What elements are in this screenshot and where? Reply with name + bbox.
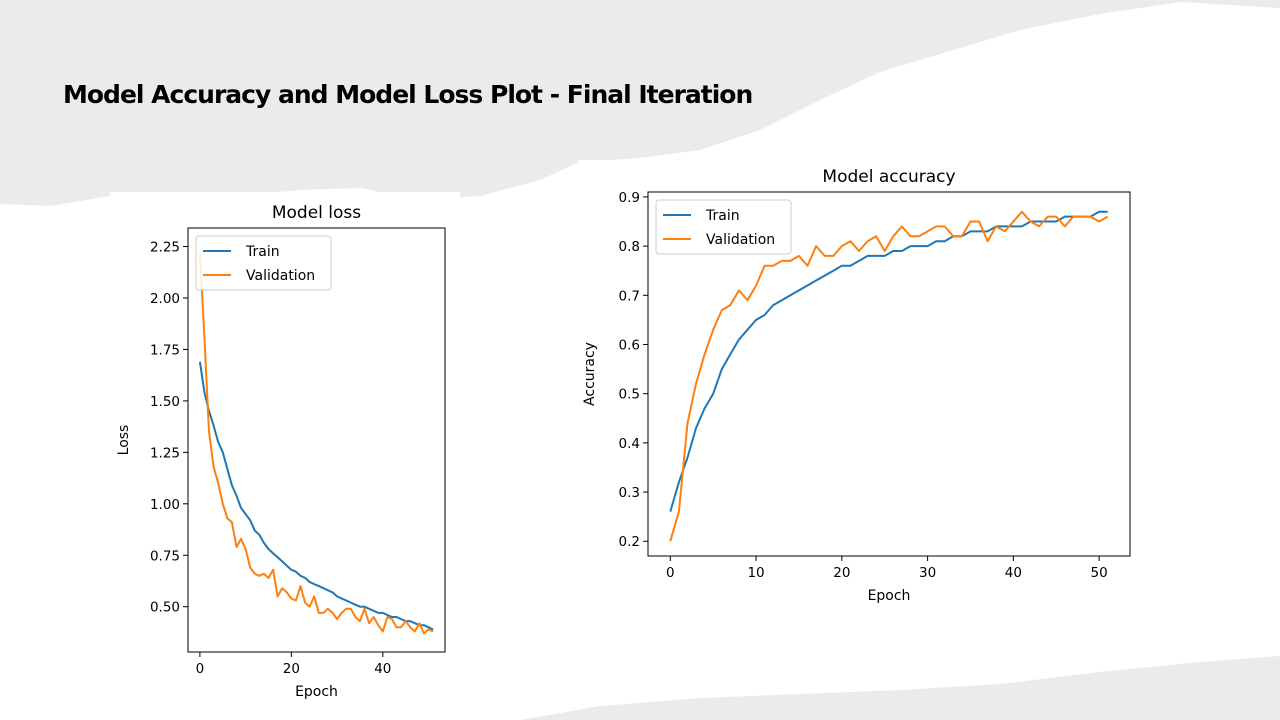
y-tick-label: 1.00: [150, 497, 180, 513]
legend-label-validation: Validation: [706, 232, 775, 248]
x-tick-label: 40: [1005, 565, 1022, 581]
x-tick-label: 20: [833, 565, 850, 581]
y-tick-label: 0.3: [619, 485, 640, 501]
torn-paper-bottom: [520, 656, 1280, 720]
legend-box: [655, 199, 792, 255]
x-axis-label: Epoch: [868, 588, 911, 604]
x-axis-label: Epoch: [295, 684, 338, 700]
torn-paper-top: [0, 0, 1280, 206]
chart-title: Model accuracy: [822, 167, 955, 187]
y-tick-label: 0.8: [619, 239, 640, 255]
x-tick-label: 0: [196, 661, 205, 677]
x-tick-label: 40: [374, 661, 391, 677]
legend-label-validation: Validation: [246, 268, 315, 284]
series-line-train: [669, 210, 1108, 512]
y-axis-label: Loss: [116, 425, 132, 456]
y-tick-label: 0.7: [619, 288, 640, 304]
series-line-train: [198, 361, 434, 631]
y-tick-label: 0.9: [619, 190, 640, 206]
x-tick-label: 10: [747, 565, 764, 581]
model-accuracy-plot: Model accuracy 0 10 20 30 40 50 0.2 0.3 0.4 0.5 0.6…: [582, 167, 1131, 604]
y-tick-label: 0.6: [619, 337, 640, 353]
slide-title: Model Accuracy and Model Loss Plot - Fin…: [63, 80, 753, 109]
plot-frame: [647, 191, 1131, 557]
legend: Train Validation: [195, 235, 332, 291]
legend-label-train: Train: [245, 244, 280, 260]
y-tick-label: 1.50: [150, 394, 180, 410]
model-accuracy-chart: Model accuracy 0 10 20 30 40 50 0.2 0.3 0.4 0.5 0.6…: [578, 160, 1140, 615]
y-tick-label: 2.25: [150, 240, 180, 256]
legend: Train Validation: [655, 199, 792, 255]
y-tick-label: 2.00: [150, 291, 180, 307]
x-tick-label: 30: [919, 565, 936, 581]
y-tick-label: 0.2: [619, 534, 640, 550]
legend-box: [195, 235, 332, 291]
x-tick-label: 20: [283, 661, 300, 677]
x-tick-label: 50: [1091, 565, 1108, 581]
y-tick-label: 0.50: [150, 600, 180, 616]
legend-label-train: Train: [705, 208, 740, 224]
y-tick-label: 1.75: [150, 342, 180, 358]
y-tick-label: 0.4: [619, 436, 640, 452]
plot-frame: [187, 227, 446, 653]
y-tick-label: 1.25: [150, 445, 180, 461]
series-line-validation: [198, 252, 434, 635]
y-tick-label: 0.5: [619, 387, 640, 403]
model-loss-chart: Model loss 0 20 40 0.50 0.75 1.00 1.25 1.50 1.75 2…: [110, 192, 460, 712]
model-loss-plot: Model loss 0 20 40 0.50 0.75 1.00 1.25 1.50 1.75 2…: [116, 203, 446, 700]
chart-title: Model loss: [272, 203, 361, 223]
y-tick-label: 0.75: [150, 548, 180, 564]
series-line-validation: [669, 210, 1109, 542]
y-axis-label: Accuracy: [582, 342, 598, 406]
x-tick-label: 0: [666, 565, 675, 581]
